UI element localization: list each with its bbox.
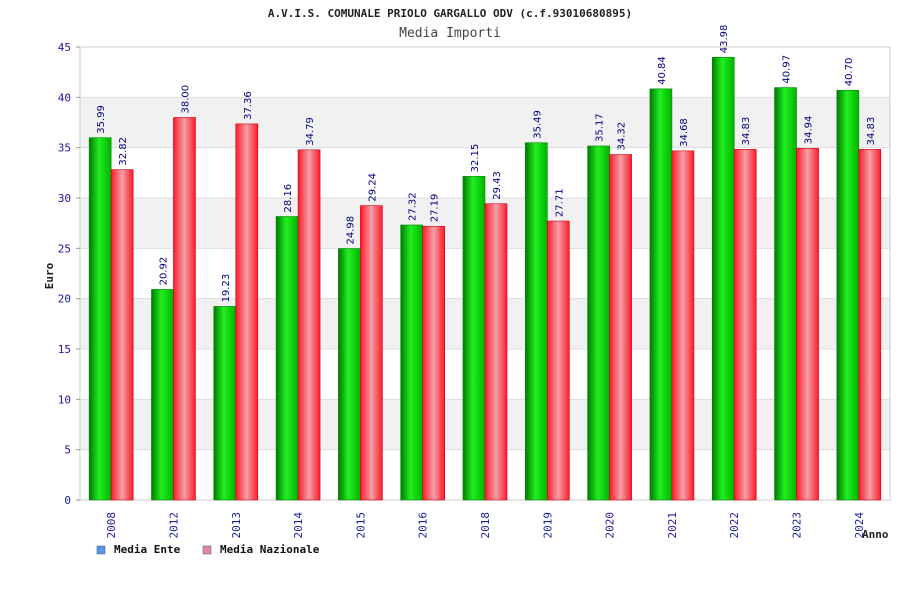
x-tick-label: 2020 bbox=[604, 512, 617, 539]
grid-band bbox=[80, 47, 890, 98]
x-tick-label: 2022 bbox=[728, 512, 741, 539]
bar-value-label: 27.19 bbox=[430, 194, 441, 223]
bar-media-ente bbox=[774, 87, 797, 501]
x-tick-label: 2018 bbox=[479, 512, 492, 539]
y-tick-label: 10 bbox=[58, 393, 71, 406]
legend-swatch-media-ente bbox=[96, 545, 106, 555]
bar-value-label: 38.00 bbox=[180, 85, 191, 114]
legend-swatch-media-nazionale bbox=[202, 545, 212, 555]
bar-value-label: 34.83 bbox=[741, 117, 752, 146]
bar-media-ente bbox=[275, 216, 299, 501]
y-tick-label: 20 bbox=[58, 293, 71, 306]
y-axis-label: Euro bbox=[43, 262, 56, 289]
y-tick-label: 40 bbox=[58, 91, 71, 104]
y-tick-label: 35 bbox=[58, 142, 71, 155]
y-tick-label: 15 bbox=[58, 343, 71, 356]
bar-media-ente bbox=[88, 137, 112, 501]
chart-subtitle: Media Importi bbox=[399, 26, 501, 41]
bar-media-nazionale bbox=[235, 123, 259, 501]
bar-media-ente bbox=[525, 142, 548, 501]
bar-media-nazionale bbox=[796, 147, 819, 501]
bar-media-nazionale bbox=[360, 205, 383, 501]
y-tick-label: 30 bbox=[58, 192, 71, 205]
bar-media-nazionale bbox=[547, 220, 570, 501]
y-tick-label: 5 bbox=[64, 444, 71, 457]
x-tick-label: 2023 bbox=[791, 512, 804, 539]
bar-media-nazionale bbox=[297, 149, 321, 501]
bar-value-label: 35.99 bbox=[96, 105, 107, 134]
y-tick-label: 25 bbox=[58, 242, 71, 255]
x-axis-ticks: 2008 2012 2013 2014 2015 2016 2018 2019 2020 2021… bbox=[105, 512, 866, 539]
x-tick-label: 2015 bbox=[354, 512, 367, 539]
x-axis-label: Anno bbox=[862, 528, 889, 541]
y-tick-label: 45 bbox=[58, 41, 71, 54]
bar-media-nazionale bbox=[733, 149, 757, 501]
bar-value-label: 20.92 bbox=[158, 257, 169, 286]
bar-media-nazionale bbox=[858, 149, 882, 501]
bar-value-label: 35.17 bbox=[595, 113, 606, 142]
bar-media-ente bbox=[400, 224, 423, 501]
bar-value-label: 32.82 bbox=[118, 137, 129, 166]
bar-value-label: 34.83 bbox=[866, 117, 877, 146]
bar-value-label: 34.32 bbox=[617, 122, 628, 151]
x-tick-label: 2016 bbox=[417, 512, 430, 539]
y-axis-ticks: 0 5 10 15 20 25 30 35 40 45 bbox=[58, 41, 80, 507]
bar-value-label: 27.32 bbox=[408, 192, 419, 221]
bar-media-nazionale bbox=[484, 203, 508, 501]
bar-media-ente bbox=[338, 248, 361, 501]
chart-title: A.V.I.S. COMUNALE PRIOLO GARGALLO ODV (c… bbox=[268, 7, 632, 20]
bar-value-label: 27.71 bbox=[554, 188, 565, 217]
bar-media-nazionale bbox=[671, 150, 695, 501]
bar-value-label: 40.70 bbox=[844, 58, 855, 87]
bar-value-label: 29.43 bbox=[492, 171, 503, 200]
bar-value-label: 35.49 bbox=[532, 110, 543, 139]
bar-media-ente bbox=[213, 306, 237, 501]
legend: Media Ente Media Nazionale bbox=[96, 543, 320, 556]
bar-value-label: 32.15 bbox=[470, 144, 481, 173]
legend-label-media-nazionale: Media Nazionale bbox=[220, 543, 320, 556]
bar-value-label: 37.36 bbox=[243, 91, 254, 120]
bar-media-nazionale bbox=[173, 117, 196, 501]
x-tick-label: 2019 bbox=[541, 512, 554, 539]
bar-media-nazionale bbox=[422, 225, 445, 501]
x-tick-label: 2013 bbox=[230, 512, 243, 539]
y-tick-label: 0 bbox=[64, 494, 71, 507]
bar-value-label: 34.94 bbox=[804, 116, 815, 145]
grid-band bbox=[80, 97, 890, 148]
bar-value-label: 34.79 bbox=[305, 117, 316, 146]
bar-value-label: 28.16 bbox=[283, 184, 294, 213]
bar-media-nazionale bbox=[110, 169, 134, 501]
bar-media-ente bbox=[711, 56, 735, 501]
bars bbox=[88, 56, 882, 501]
bar-value-label: 29.24 bbox=[367, 173, 378, 202]
x-tick-label: 2008 bbox=[105, 512, 118, 539]
bar-value-labels: 35.99 32.82 20.92 38.00 19.23 37.36 28.16 34.79… bbox=[96, 25, 877, 303]
bar-media-ente bbox=[836, 89, 860, 501]
legend-label-media-ente: Media Ente bbox=[114, 543, 181, 556]
x-tick-label: 2021 bbox=[666, 512, 679, 539]
x-tick-label: 2012 bbox=[167, 512, 180, 539]
bar-media-nazionale bbox=[609, 154, 632, 501]
bar-media-ente bbox=[151, 289, 174, 501]
bar-value-label: 34.68 bbox=[679, 118, 690, 147]
bar-media-ente bbox=[649, 88, 673, 501]
bar-value-label: 40.97 bbox=[782, 55, 793, 84]
x-tick-label: 2024 bbox=[853, 512, 866, 539]
bar-value-label: 43.98 bbox=[719, 25, 730, 54]
x-tick-label: 2014 bbox=[292, 512, 305, 539]
bar-value-label: 24.98 bbox=[345, 216, 356, 245]
bar-media-ente bbox=[587, 145, 610, 501]
bar-value-label: 40.84 bbox=[657, 56, 668, 85]
bar-value-label: 19.23 bbox=[221, 274, 232, 303]
bar-media-ente bbox=[462, 176, 486, 501]
